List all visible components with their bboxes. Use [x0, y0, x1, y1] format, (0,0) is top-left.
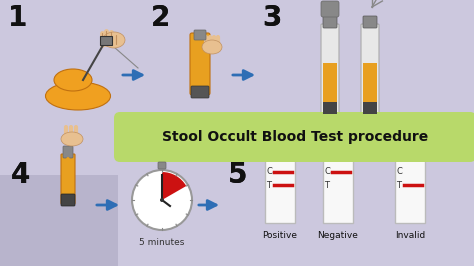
- Text: 3: 3: [262, 4, 282, 32]
- Ellipse shape: [66, 157, 70, 163]
- Ellipse shape: [103, 32, 125, 48]
- FancyBboxPatch shape: [323, 63, 337, 103]
- FancyBboxPatch shape: [323, 16, 337, 28]
- FancyBboxPatch shape: [363, 16, 377, 28]
- Polygon shape: [100, 36, 112, 45]
- Text: 5: 5: [228, 161, 248, 189]
- FancyBboxPatch shape: [114, 112, 474, 162]
- FancyBboxPatch shape: [190, 33, 210, 95]
- Text: 5: 5: [228, 161, 248, 189]
- FancyBboxPatch shape: [395, 158, 425, 223]
- Text: Negative: Negative: [318, 231, 358, 240]
- Text: 2: 2: [150, 4, 170, 32]
- FancyBboxPatch shape: [0, 175, 118, 266]
- FancyBboxPatch shape: [158, 162, 166, 169]
- Text: 5 minutes: 5 minutes: [139, 238, 185, 247]
- FancyBboxPatch shape: [321, 24, 339, 116]
- FancyBboxPatch shape: [363, 102, 377, 114]
- FancyBboxPatch shape: [61, 154, 75, 204]
- FancyBboxPatch shape: [321, 1, 339, 17]
- Text: C: C: [324, 168, 330, 177]
- Text: Invalid: Invalid: [395, 231, 425, 240]
- Text: T: T: [325, 181, 329, 189]
- Text: 3: 3: [262, 4, 282, 32]
- Ellipse shape: [202, 40, 222, 54]
- FancyBboxPatch shape: [63, 146, 73, 158]
- Text: T: T: [396, 181, 401, 189]
- FancyBboxPatch shape: [323, 102, 337, 114]
- Circle shape: [132, 170, 192, 230]
- Ellipse shape: [54, 69, 92, 91]
- Text: 1: 1: [9, 4, 27, 32]
- Ellipse shape: [46, 82, 110, 110]
- Text: C: C: [266, 168, 272, 177]
- Wedge shape: [162, 172, 186, 200]
- FancyBboxPatch shape: [61, 194, 75, 206]
- Text: 2: 2: [150, 4, 170, 32]
- Text: T: T: [266, 181, 272, 189]
- Text: C: C: [396, 168, 402, 177]
- FancyBboxPatch shape: [265, 158, 295, 223]
- Circle shape: [160, 198, 164, 202]
- FancyBboxPatch shape: [191, 86, 209, 98]
- FancyBboxPatch shape: [363, 63, 377, 103]
- Ellipse shape: [61, 132, 83, 146]
- Text: 4: 4: [10, 161, 30, 189]
- FancyBboxPatch shape: [194, 30, 206, 40]
- FancyBboxPatch shape: [361, 24, 379, 116]
- FancyBboxPatch shape: [323, 158, 353, 223]
- Text: 1: 1: [9, 4, 27, 32]
- Text: Positive: Positive: [263, 231, 298, 240]
- Text: 4: 4: [10, 161, 30, 189]
- Text: Stool Occult Blood Test procedure: Stool Occult Blood Test procedure: [162, 130, 428, 144]
